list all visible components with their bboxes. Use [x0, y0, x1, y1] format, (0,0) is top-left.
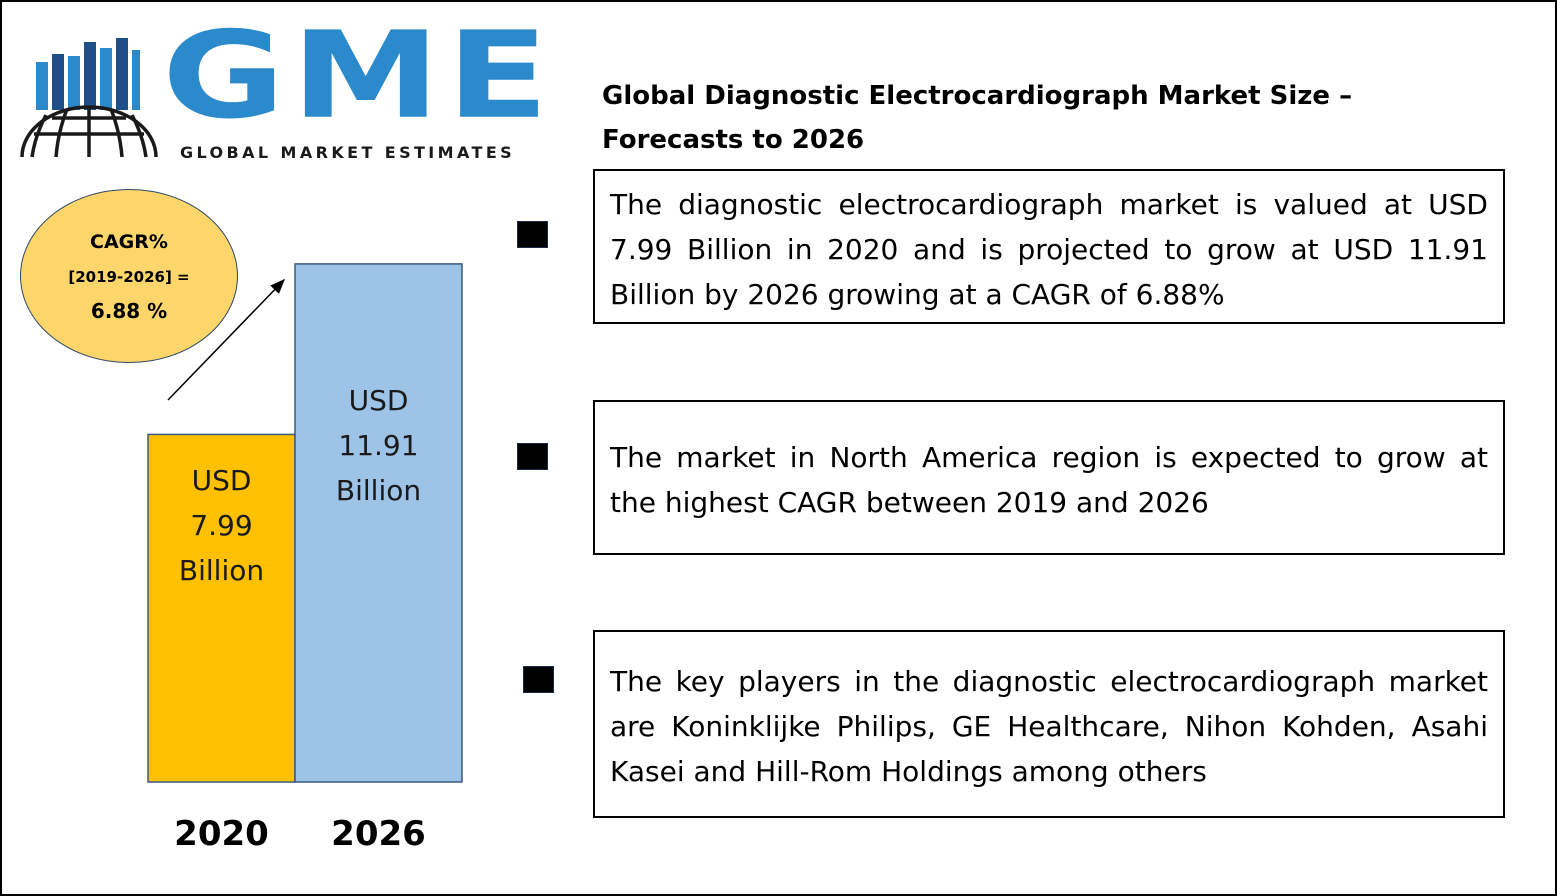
- x-tick-label: 2020: [174, 814, 269, 854]
- cagr-label: CAGR%: [90, 231, 168, 253]
- info-text: The market in North America region is ex…: [610, 441, 1488, 519]
- info-box-key-players: The key players in the diagnostic electr…: [593, 630, 1505, 818]
- bar-label-line: Billion: [335, 473, 422, 507]
- bar-label-line: USD: [348, 383, 409, 417]
- info-text: The diagnostic electrocardiograph market…: [610, 188, 1488, 311]
- bar-label-line: USD: [191, 464, 252, 498]
- bullet-square-icon: [517, 221, 548, 248]
- page-title: Global Diagnostic Electrocardiograph Mar…: [602, 74, 1462, 162]
- bar-label-line: Billion: [178, 554, 265, 588]
- cagr-value: 6.88 %: [90, 299, 168, 323]
- info-box-market-size: The diagnostic electrocardiograph market…: [593, 169, 1505, 324]
- bar-2026: [294, 263, 463, 783]
- x-tick-label: 2026: [331, 814, 426, 854]
- bar-2020: [147, 433, 296, 783]
- globe-bars-logo-icon: [20, 38, 158, 158]
- bullet-square-icon: [517, 443, 548, 470]
- info-box-region: The market in North America region is ex…: [593, 400, 1505, 555]
- cagr-period: [2019-2026] =: [68, 268, 190, 286]
- bar-label-line: 7.99: [190, 509, 253, 543]
- cagr-badge: CAGR% [2019-2026] = 6.88 %: [20, 189, 238, 363]
- title-line: Forecasts to 2026: [602, 125, 865, 155]
- logo-tagline: GLOBAL MARKET ESTIMATES: [180, 143, 516, 162]
- info-text: The key players in the diagnostic electr…: [610, 665, 1488, 788]
- bar-label-line: 11.91: [338, 428, 419, 462]
- logo-wordmark: GME: [162, 6, 555, 146]
- bar-data-label: USD 7.99 Billion: [148, 458, 295, 593]
- bar-data-label: USD 11.91 Billion: [295, 378, 462, 513]
- title-line: Global Diagnostic Electrocardiograph Mar…: [602, 81, 1353, 111]
- bullet-square-icon: [523, 666, 554, 693]
- growth-arrow: [167, 278, 286, 401]
